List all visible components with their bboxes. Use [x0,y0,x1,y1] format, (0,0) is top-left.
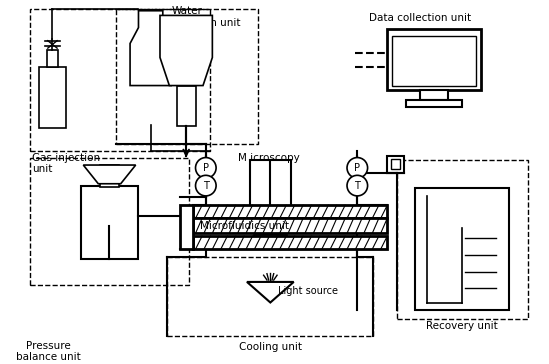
Bar [30,9,210,151]
Bar [387,29,481,90]
Bar [116,9,258,145]
Text: P: P [203,163,209,173]
Bar [177,86,195,126]
Text: Water
injection unit: Water injection unit [172,6,240,28]
Text: Gas injection
unit: Gas injection unit [32,153,100,174]
Text: P: P [354,163,360,173]
Bar [100,165,119,186]
Text: T: T [354,181,360,191]
Circle shape [195,175,216,196]
Bar [47,50,58,67]
Bar [30,158,189,285]
Bar [392,36,476,86]
Bar [420,90,448,100]
Text: Light source: Light source [278,286,338,296]
Bar [193,205,387,218]
Bar [396,161,528,319]
Bar [387,156,404,173]
Polygon shape [83,165,136,184]
Bar [406,100,462,107]
Circle shape [195,158,216,178]
Text: Cooling unit: Cooling unit [239,342,302,352]
Polygon shape [160,15,212,86]
Polygon shape [247,282,294,302]
Bar [180,205,193,249]
Bar [193,236,387,249]
Text: M icroscopy: M icroscopy [238,153,299,163]
Bar [40,67,65,128]
Text: Recovery unit: Recovery unit [426,321,498,331]
Bar [167,257,373,336]
Bar [259,207,282,221]
Text: Microfluidics unit: Microfluidics unit [200,221,289,231]
Bar [415,189,509,310]
Bar [250,161,291,207]
Polygon shape [130,11,171,86]
Bar [81,186,138,258]
Bar [391,159,400,169]
Text: T: T [203,181,209,191]
Circle shape [347,158,368,178]
Bar [193,218,387,233]
Text: Pressure
balance unit: Pressure balance unit [16,341,81,363]
Bar [254,235,287,243]
Bar [263,221,278,235]
Circle shape [347,175,368,196]
Text: Data collection unit: Data collection unit [368,13,470,23]
